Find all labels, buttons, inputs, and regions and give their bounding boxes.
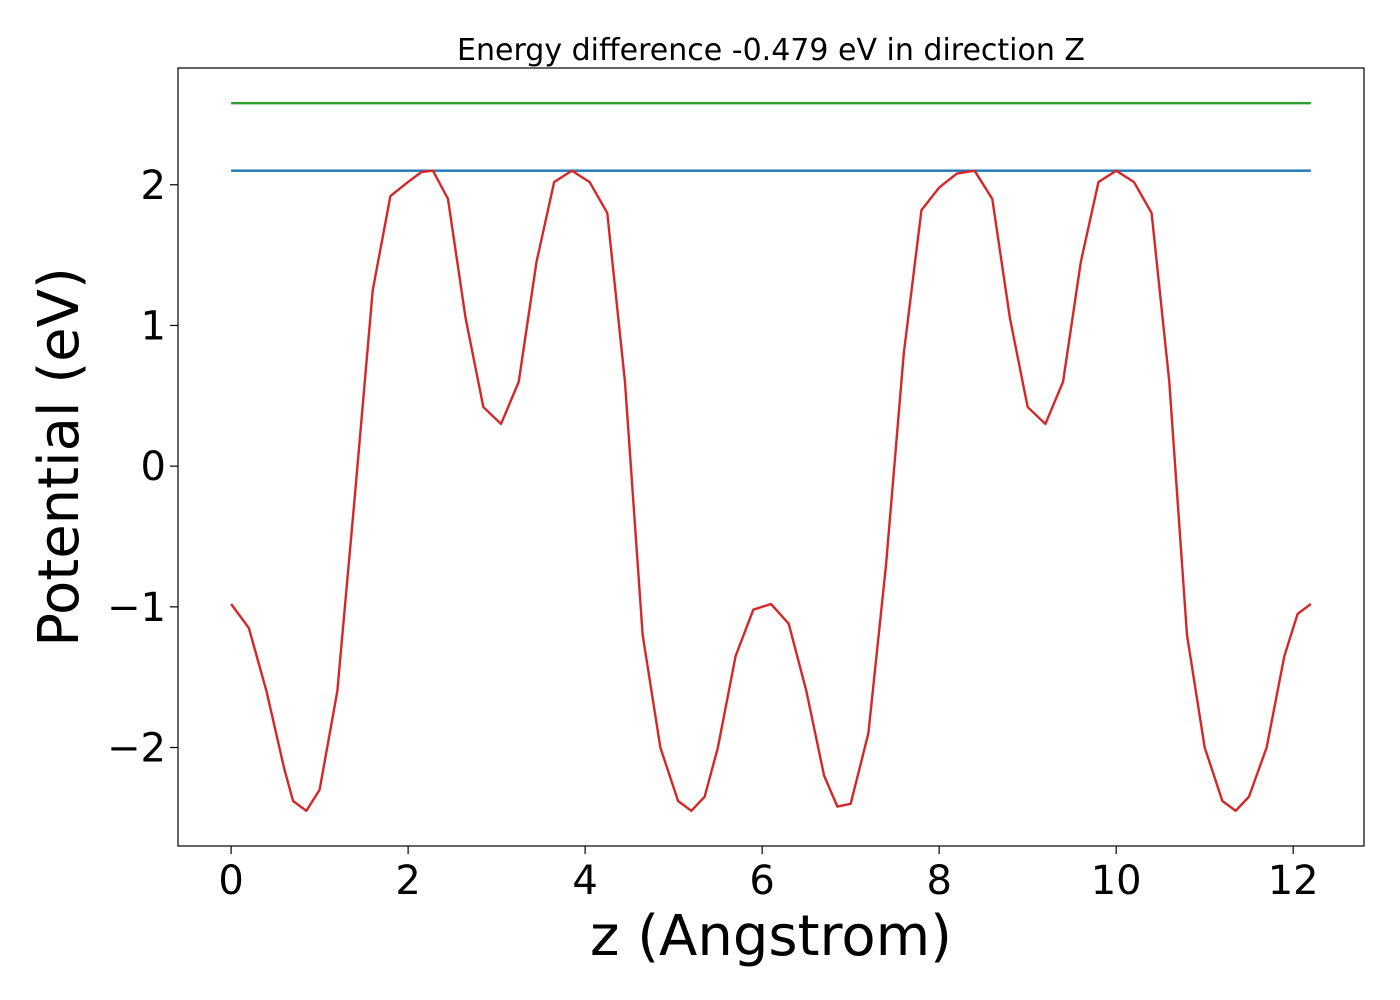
- x-tick-label: 0: [218, 858, 243, 904]
- plot-area: [177, 67, 1365, 847]
- y-tick-label: 0: [141, 444, 166, 490]
- y-tick-label: −2: [107, 726, 166, 772]
- y-axis-label: Potential (eV): [27, 267, 92, 647]
- y-axis-ticks: −2 −1 0 1 2: [107, 163, 178, 772]
- chart-title: Energy difference -0.479 eV in direction…: [457, 33, 1085, 68]
- x-tick-label: 4: [572, 858, 597, 904]
- x-tick-label: 12: [1268, 858, 1319, 904]
- x-axis-label: z (Angstrom): [590, 904, 952, 969]
- x-tick-label: 2: [395, 858, 420, 904]
- x-axis-ticks: 0 2 4 6 8 10 12: [218, 846, 1319, 904]
- series-line-potential: [230, 169, 1312, 813]
- y-tick-label: 2: [141, 163, 166, 209]
- y-tick-label: −1: [107, 585, 166, 631]
- x-tick-label: 10: [1091, 858, 1142, 904]
- x-tick-label: 8: [926, 858, 951, 904]
- x-tick-label: 6: [749, 858, 774, 904]
- series-layer: [230, 101, 1312, 813]
- y-tick-label: 1: [141, 303, 166, 349]
